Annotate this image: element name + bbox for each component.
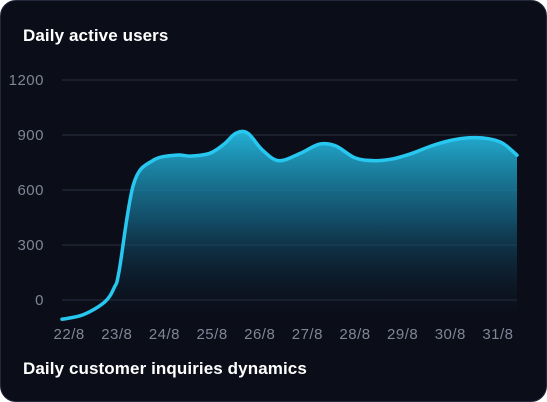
x-tick-label: 22/8	[54, 326, 85, 343]
series-area-fill	[62, 131, 517, 331]
x-tick-label: 27/8	[292, 326, 323, 343]
chart-title: Daily active users	[23, 26, 169, 45]
y-tick-label: 600	[17, 182, 44, 199]
x-tick-label: 28/8	[339, 326, 370, 343]
x-tick-label: 29/8	[387, 326, 418, 343]
x-tick-label: 31/8	[482, 326, 513, 343]
x-tick-label: 24/8	[149, 326, 180, 343]
x-tick-label: 30/8	[435, 326, 466, 343]
y-tick-label: 0	[35, 292, 44, 309]
y-tick-label: 300	[17, 237, 44, 254]
x-tick-label: 23/8	[101, 326, 132, 343]
x-tick-label: 25/8	[196, 326, 227, 343]
section-subtitle: Daily customer inquiries dynamics	[23, 359, 307, 378]
y-tick-label: 900	[17, 127, 44, 144]
series-line	[60, 129, 519, 321]
x-tick-label: 26/8	[244, 326, 275, 343]
y-tick-label: 1200	[9, 72, 44, 89]
